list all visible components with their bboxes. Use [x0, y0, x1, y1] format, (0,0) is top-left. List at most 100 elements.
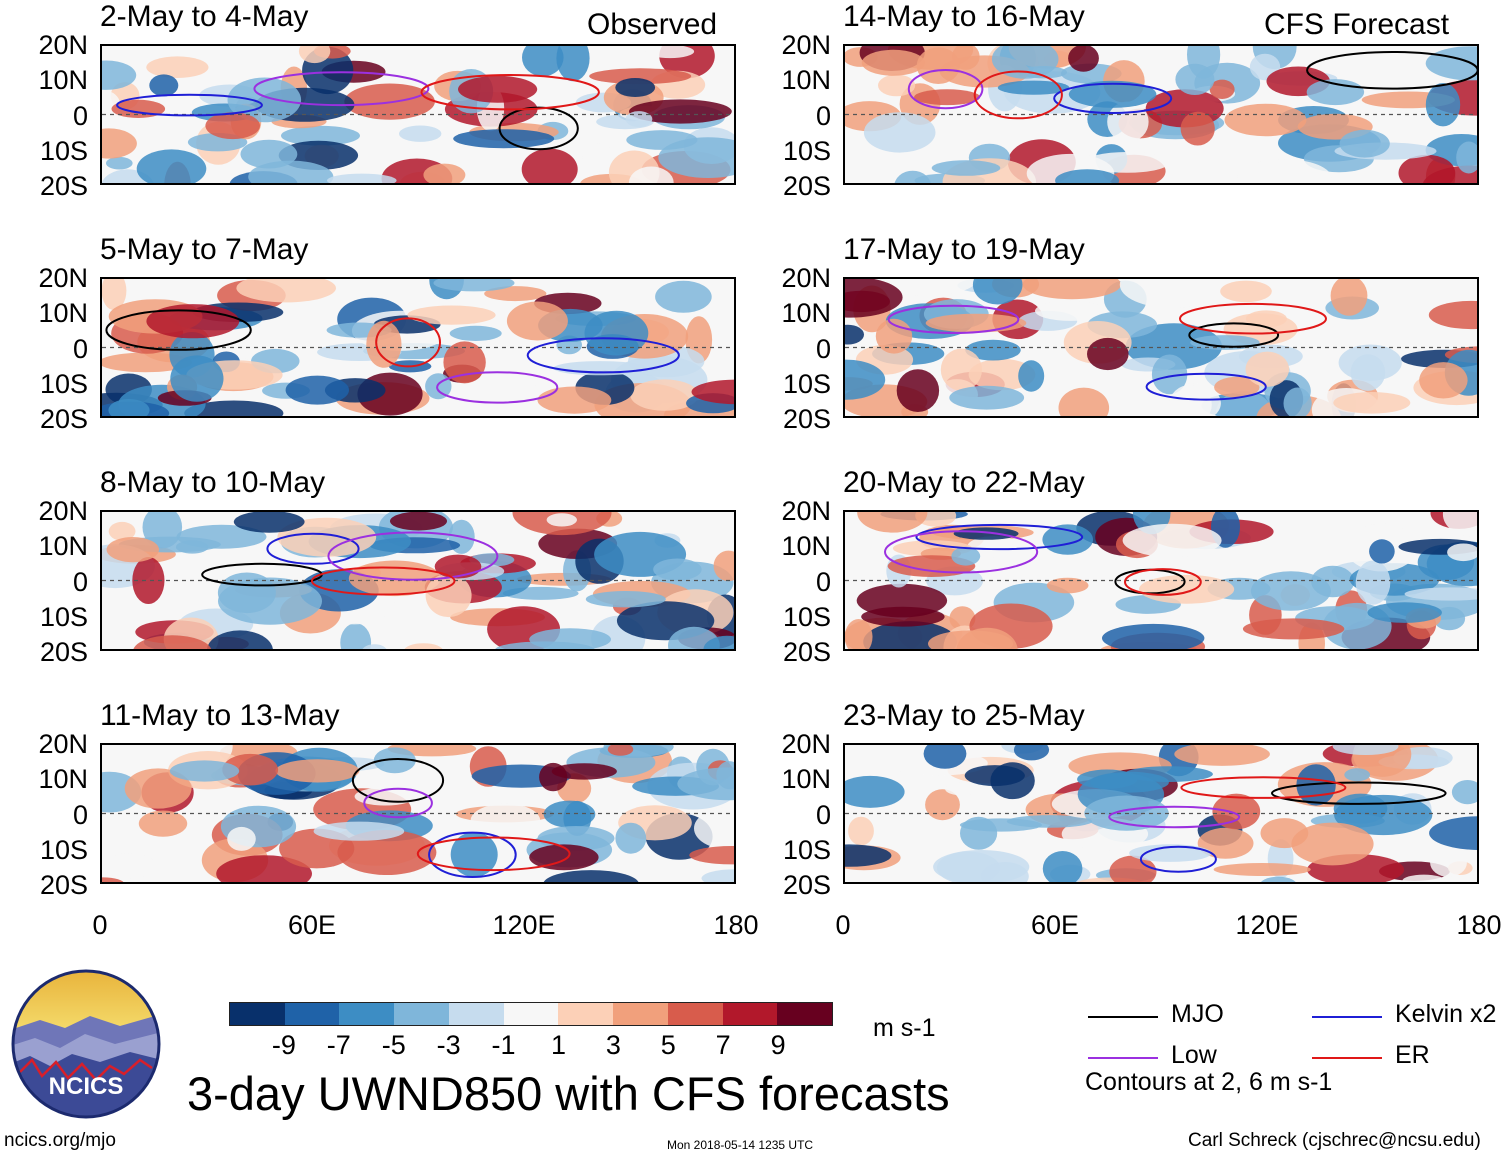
- anomaly-blob: [450, 832, 498, 877]
- colorbar-swatch: [503, 1003, 559, 1025]
- anomaly-blob: [1175, 63, 1215, 95]
- y-tick-label: 0: [815, 799, 831, 830]
- anomaly-blob: [149, 74, 179, 97]
- anomaly-blob: [916, 47, 960, 84]
- contour-er: [420, 74, 600, 111]
- anomaly-blob: [1330, 279, 1368, 316]
- anomaly-blob: [972, 279, 1023, 305]
- y-tick-label: 10S: [782, 834, 831, 865]
- map-panel: [100, 277, 736, 418]
- wind-anomaly-field: [845, 46, 1477, 183]
- colorbar-swatch: [667, 1003, 723, 1025]
- contour-kelvin-x2: [915, 523, 1084, 551]
- anomaly-blob: [102, 279, 127, 311]
- anomaly-blob: [914, 89, 981, 106]
- anomaly-blob: [1022, 279, 1122, 300]
- anomaly-blob: [298, 46, 331, 64]
- anomaly-blob: [925, 789, 960, 821]
- anomaly-blob: [1428, 300, 1477, 330]
- anomaly-blob: [206, 630, 273, 649]
- y-tick-label: 20N: [781, 729, 831, 759]
- y-tick-label: 20S: [782, 637, 831, 667]
- anomaly-blob: [953, 527, 1019, 540]
- contour-low: [884, 530, 1039, 574]
- anomaly-blob: [142, 512, 183, 549]
- main-title: 3-day UWND850 with CFS forecasts: [187, 1067, 950, 1120]
- anomaly-blob: [845, 844, 892, 867]
- anomaly-blob: [404, 643, 443, 649]
- anomaly-blob: [1151, 354, 1188, 395]
- wind-anomaly-field: [102, 512, 734, 649]
- panel-title: 17-May to 19-May: [843, 233, 1085, 266]
- anomaly-blob: [645, 46, 695, 59]
- x-tick-label: 180: [713, 910, 759, 940]
- x-tick-label: 180: [1456, 910, 1502, 940]
- wind-anomaly-field: [102, 46, 734, 183]
- anomaly-blob: [1174, 745, 1270, 766]
- y-tick-label: 10N: [38, 764, 88, 795]
- anomaly-blob: [861, 49, 925, 76]
- anomaly-blob: [1245, 351, 1290, 387]
- anomaly-blob: [133, 635, 212, 649]
- ncics-logo: NCICS: [11, 969, 161, 1119]
- anomaly-blob: [689, 846, 734, 865]
- anomaly-blob: [1068, 80, 1157, 108]
- y-tick-label: 0: [815, 333, 831, 364]
- y-tick-label: 0: [815, 100, 831, 131]
- legend-label: ER: [1395, 1041, 1430, 1069]
- y-tick-label: 20N: [38, 30, 88, 60]
- anomaly-blob: [1102, 623, 1205, 649]
- map-panel: [100, 44, 736, 185]
- anomaly-blob: [1058, 387, 1110, 416]
- anomaly-blob: [407, 305, 496, 325]
- anomaly-blob: [923, 745, 967, 769]
- anomaly-blob: [967, 536, 1022, 558]
- anomaly-blob: [845, 279, 903, 318]
- anomaly-blob: [337, 830, 437, 875]
- anomaly-blob: [227, 826, 256, 851]
- anomaly-blob: [1245, 310, 1287, 328]
- anomaly-blob: [132, 557, 165, 604]
- anomaly-blob: [931, 160, 1001, 176]
- anomaly-blob: [236, 279, 336, 303]
- contour-kelvin-x2: [1053, 82, 1173, 115]
- x-tick-label: 120E: [1235, 910, 1299, 940]
- anomaly-blob: [628, 166, 674, 183]
- colorbar-swatch: [448, 1003, 504, 1025]
- legend-label: Kelvin x2: [1395, 1000, 1497, 1028]
- y-tick-label: 20N: [781, 30, 831, 60]
- anomaly-blob: [997, 80, 1070, 95]
- colorbar-swatch: [339, 1003, 395, 1025]
- contour-kelvin-x2: [116, 93, 263, 117]
- anomaly-blob: [222, 753, 279, 786]
- map-panel: [843, 44, 1479, 185]
- y-tick-label: 20S: [782, 404, 831, 434]
- footer-url[interactable]: ncics.org/mjo: [4, 1130, 116, 1151]
- colorbar-tick-label: -5: [381, 1030, 406, 1060]
- panel-title: 2-May to 4-May: [100, 0, 309, 33]
- anomaly-blob: [169, 760, 240, 782]
- contour-kelvin-x2: [1145, 372, 1267, 401]
- wind-anomaly-field: [845, 279, 1477, 416]
- anomaly-blob: [1042, 524, 1093, 555]
- anomaly-blob: [1456, 141, 1477, 174]
- contour-low: [887, 304, 1020, 335]
- anomaly-blob: [713, 550, 734, 582]
- y-tick-label: 20S: [39, 404, 88, 434]
- anomaly-blob: [1367, 602, 1442, 623]
- anomaly-blob: [1216, 391, 1272, 416]
- y-tick-label: 20S: [39, 171, 88, 201]
- anomaly-blob: [522, 46, 564, 77]
- anomaly-blob: [960, 816, 998, 850]
- y-tick-label: 10S: [39, 368, 88, 399]
- anomaly-blob: [281, 125, 360, 146]
- panel-title: 23-May to 25-May: [843, 699, 1085, 732]
- y-tick-label: 20S: [39, 637, 88, 667]
- contour-kelvin-x2: [428, 831, 517, 879]
- y-tick-label: 10N: [38, 531, 88, 562]
- anomaly-blob: [1013, 745, 1050, 761]
- anomaly-blob: [529, 844, 599, 871]
- anomaly-blob: [205, 112, 260, 140]
- anomaly-blob: [845, 359, 886, 400]
- x-tick-label: 120E: [492, 910, 556, 940]
